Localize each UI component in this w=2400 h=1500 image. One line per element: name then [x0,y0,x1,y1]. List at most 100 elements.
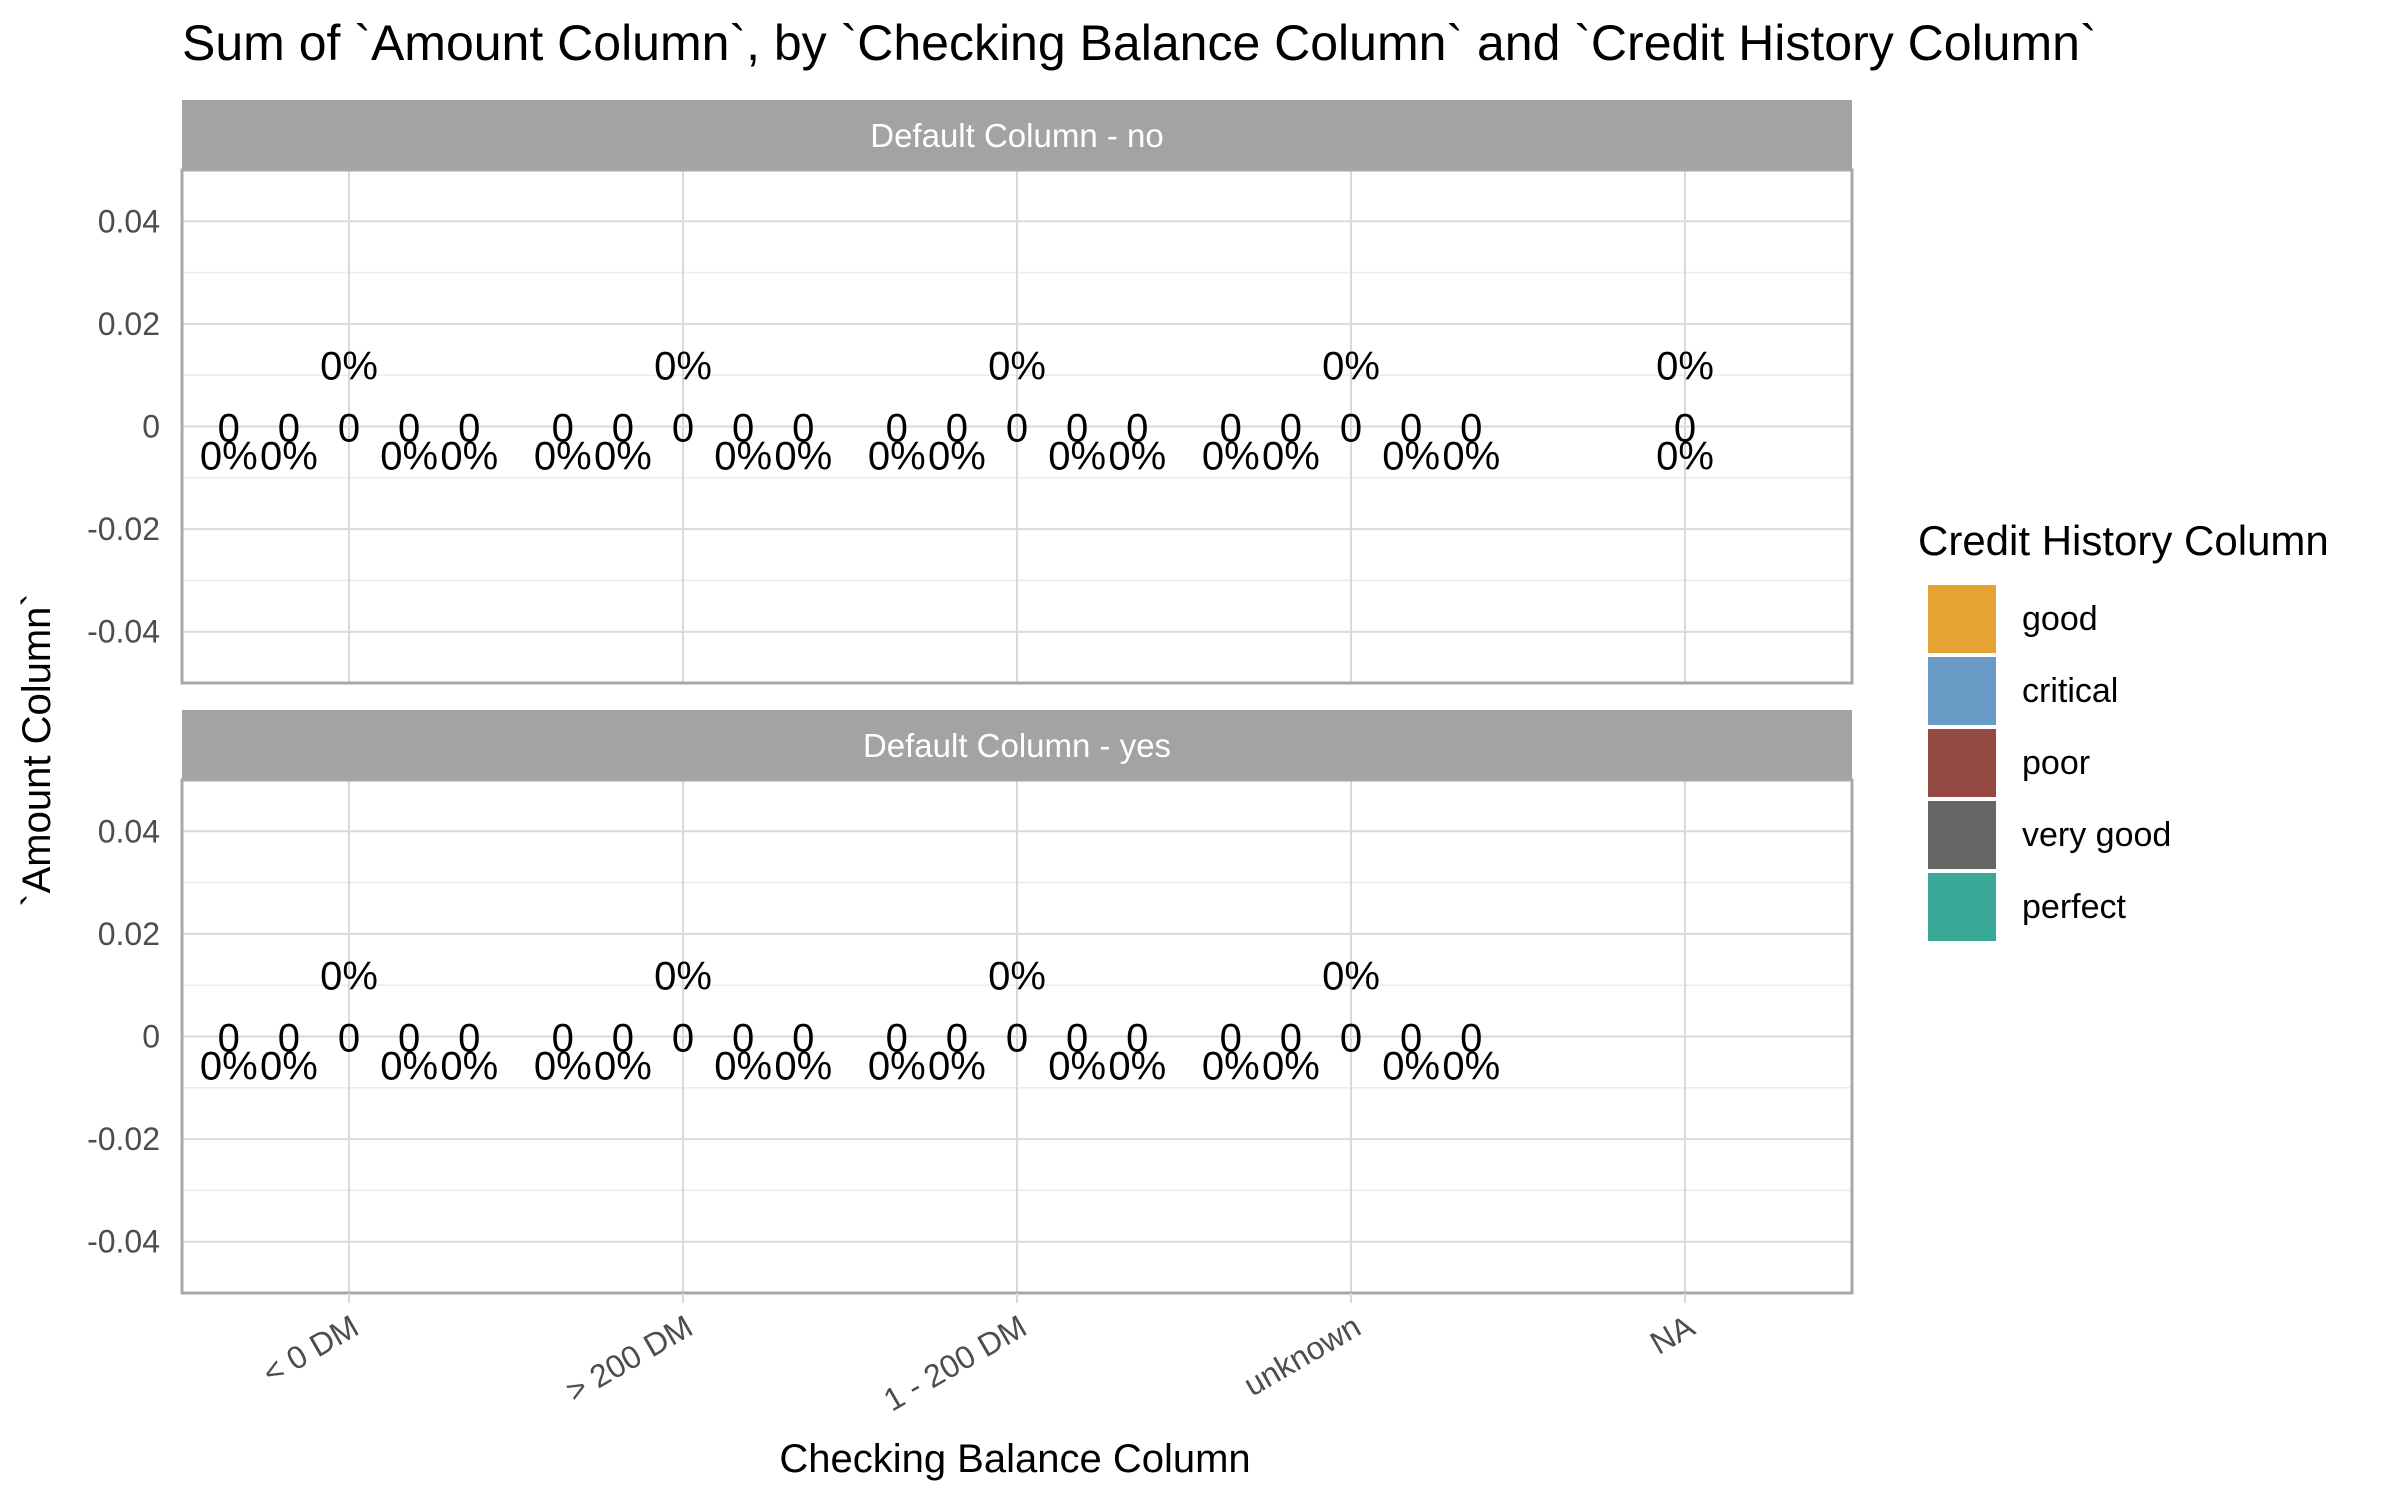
chart-title: Sum of `Amount Column`, by `Checking Bal… [182,15,2097,71]
y-tick-label: -0.04 [87,614,160,650]
bar-value-label: 0 [1220,407,1242,451]
bar-value-label: 0 [278,407,300,451]
bar-value-label: 0 [1340,1017,1362,1061]
bar-pct-label: 0% [440,1045,498,1089]
bar-value-label: 0 [732,1017,754,1061]
bar-value-label: 0 [552,407,574,451]
bar-pct-label: 0% [594,435,652,479]
bar-value-label: 0 [458,407,480,451]
bar-pct-label: 0% [868,435,926,479]
bar-value-label: 0 [886,1017,908,1061]
bar-value-label: 0 [1006,407,1028,451]
bar-pct-label: 0% [988,955,1046,999]
y-tick-label: 0 [142,1019,160,1055]
bar-pct-label: 0% [200,435,258,479]
bar-value-label: 0 [218,407,240,451]
facet-panel: Default Column - no0.040.020-0.02-0.040 0… [87,100,1854,685]
legend-swatch [1928,801,1996,869]
facet-strip [182,100,1852,170]
facet-strip-label: Default Column - no [870,117,1163,154]
y-tick-label: -0.02 [87,511,160,547]
bar-pct-label: 0% [320,345,378,389]
bar-value-label: 0 [792,1017,814,1061]
legend-label: very good [2022,816,2171,854]
bar-value-label: 0 [338,407,360,451]
y-axis-title: `Amount Column` [15,593,59,906]
bar-pct-label: 0% [1262,435,1320,479]
legend: Credit History Column good critical poor ve… [1918,517,2329,941]
bar-value-label: 0 [338,1017,360,1061]
bar-pct-label: 0% [714,1045,772,1089]
bar-pct-label: 0% [774,1045,832,1089]
bar-pct-label: 0% [1656,435,1714,479]
bar-pct-label: 0% [594,1045,652,1089]
bar-value-label: 0 [732,407,754,451]
bar-pct-label: 0% [380,435,438,479]
bar-pct-label: 0% [1382,1045,1440,1089]
legend-label: critical [2022,672,2118,710]
bar-value-label: 0 [792,407,814,451]
bar-pct-label: 0% [1048,1045,1106,1089]
bar-pct-label: 0% [1262,1045,1320,1089]
bar-value-label: 0 [946,407,968,451]
bar-pct-label: 0% [988,345,1046,389]
bar-value-label: 0 [1126,407,1148,451]
bar-value-label: 0 [1280,1017,1302,1061]
bar-pct-label: 0% [654,955,712,999]
bar-pct-label: 0% [320,955,378,999]
bar-value-label: 0 [1400,1017,1422,1061]
bar-pct-label: 0% [1202,1045,1260,1089]
bar-value-label: 0 [1220,1017,1242,1061]
legend-label: perfect [2022,888,2126,926]
bar-pct-label: 0% [1322,955,1380,999]
bar-value-label: 0 [1006,1017,1028,1061]
y-tick-label: 0.04 [98,203,160,239]
legend-label: good [2022,600,2098,638]
bar-value-label: 0 [278,1017,300,1061]
bar-value-label: 0 [612,407,634,451]
bar-pct-label: 0% [868,1045,926,1089]
bar-value-label: 0 [672,407,694,451]
bar-value-label: 0 [1674,407,1696,451]
bar-pct-label: 0% [714,435,772,479]
bar-pct-label: 0% [534,435,592,479]
y-tick-label: 0.04 [98,813,160,849]
y-tick-label: -0.04 [87,1224,160,1260]
facet-strip [182,710,1852,780]
bar-pct-label: 0% [1656,345,1714,389]
legend-swatch [1928,873,1996,941]
bar-value-label: 0 [612,1017,634,1061]
bar-pct-label: 0% [1382,435,1440,479]
y-tick-label: 0 [142,409,160,445]
bar-pct-label: 0% [1442,1045,1500,1089]
bar-value-label: 0 [1280,407,1302,451]
facet-panel: Default Column - yes 0.04 0.02 0 -0.02 -0.04 0… [87,710,1854,1295]
bar-pct-label: 0% [260,435,318,479]
bar-pct-label: 0% [260,1045,318,1089]
bar-value-label: 0 [1340,407,1362,451]
facet-panels: Default Column - no0.040.020-0.02-0.040 0… [87,100,1854,1295]
facet-strip-label: Default Column - yes [863,727,1171,764]
bar-value-label: 0 [398,1017,420,1061]
legend-label: poor [2022,744,2090,782]
bar-pct-label: 0% [440,435,498,479]
bar-value-label: 0 [1126,1017,1148,1061]
bar-pct-label: 0% [1322,345,1380,389]
bar-value-label: 0 [1460,1017,1482,1061]
bar-pct-label: 0% [654,345,712,389]
y-tick-label: -0.02 [87,1121,160,1157]
bar-pct-label: 0% [928,435,986,479]
y-tick-label: 0.02 [98,916,160,952]
bar-value-label: 0 [1460,407,1482,451]
bar-pct-label: 0% [380,1045,438,1089]
bar-value-label: 0 [458,1017,480,1061]
bar-pct-label: 0% [1202,435,1260,479]
panel-border [180,168,1854,685]
bar-pct-label: 0% [1108,1045,1166,1089]
x-axis-title: Checking Balance Column [779,1437,1250,1481]
legend-swatch [1928,657,1996,725]
bar-value-label: 0 [672,1017,694,1061]
legend-title: Credit History Column [1918,517,2329,564]
bar-value-label: 0 [552,1017,574,1061]
